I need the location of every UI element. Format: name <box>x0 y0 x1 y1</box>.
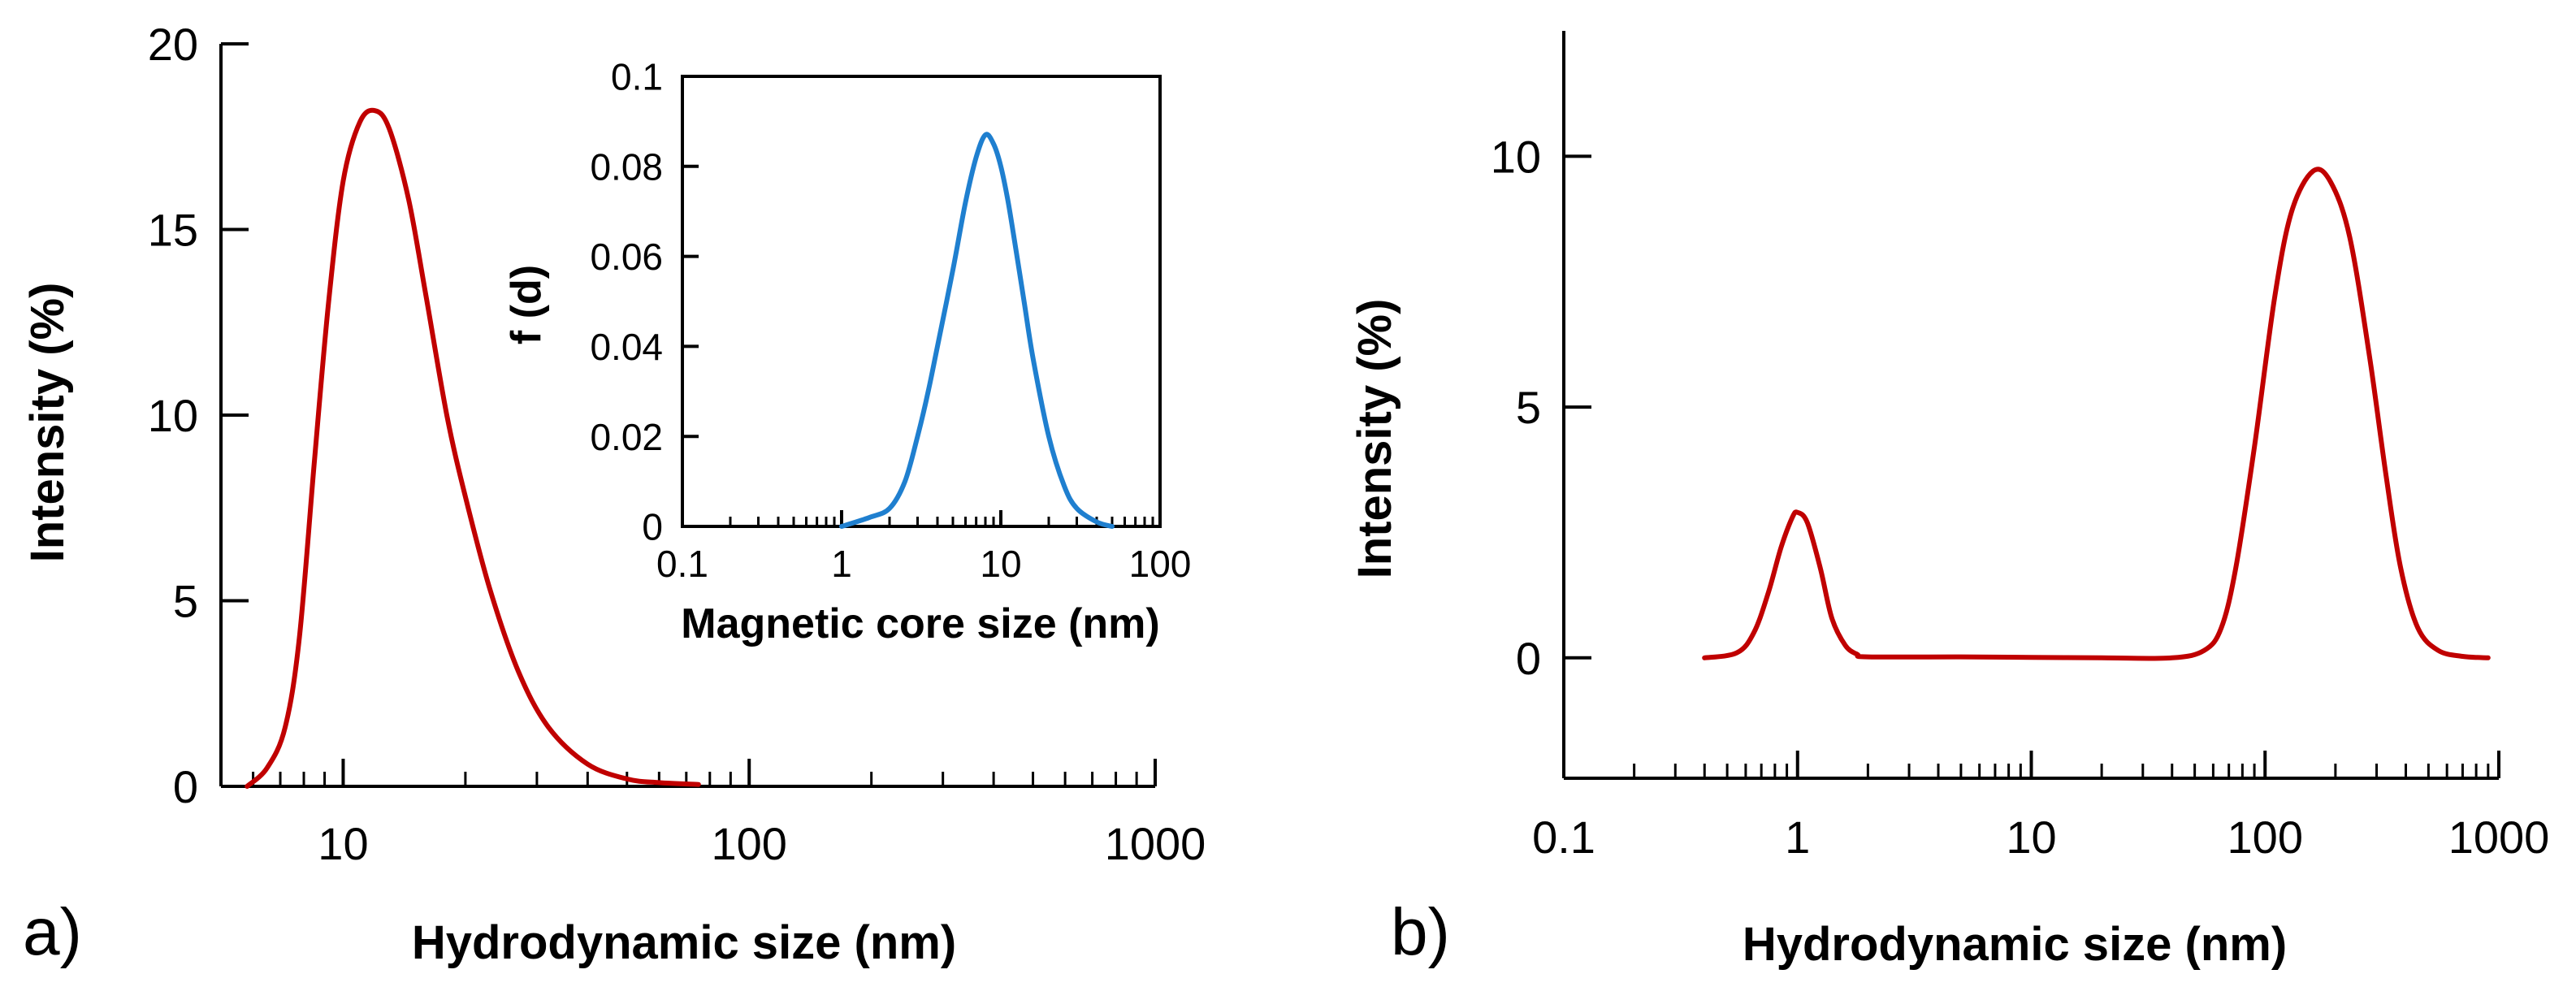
panel-a-inset: 0 0.02 0.04 0.06 0.08 0.1 0.1 1 10 100 Magnetic c… <box>503 56 1191 647</box>
inset-plot <box>839 132 1115 529</box>
panel-b-x-tick-label: 0.1 <box>1532 812 1595 863</box>
panel-b-x-tick-label: 1000 <box>2448 812 2550 863</box>
inset-x-tick-label: 0.1 <box>656 543 708 585</box>
panel-b-y-tick-label: 10 <box>1491 132 1541 183</box>
inset-y-tick-label: 0 <box>642 506 663 548</box>
inset-y-tick-label: 0.04 <box>590 326 663 368</box>
panel-b-series-line <box>1702 167 2491 661</box>
inset-x-tick-label: 1 <box>831 543 852 585</box>
panel-b-x-tick-label: 10 <box>2006 812 2056 863</box>
panel-a-plot <box>245 107 701 789</box>
panel-b-plot <box>1702 167 2491 661</box>
inset-y-axis-label: f (d) <box>503 265 550 344</box>
panel-b-x-tick-label: 100 <box>2227 812 2303 863</box>
inset-y-tick-label: 0.08 <box>590 145 663 188</box>
panel-b-x-axis-label: Hydrodynamic size (nm) <box>1743 918 2287 971</box>
panel-a-label: a) <box>23 895 82 969</box>
panel-b-label: b) <box>1391 895 1450 969</box>
panel-b-y-tick-label: 0 <box>1516 633 1541 684</box>
panel-a-x-tick-label: 100 <box>712 818 787 869</box>
panel-a-y-tick-label: 15 <box>148 205 198 256</box>
panel-b: 0 5 10 0.1 1 10 100 1000 Hydrodynamic size (nm)… <box>1349 31 2549 971</box>
panel-a-y-tick-label: 20 <box>148 19 198 70</box>
panel-a-y-axis-label: Intensity (%) <box>21 283 74 563</box>
panel-a-x-axis-label: Hydrodynamic size (nm) <box>412 916 956 969</box>
panel-a-y-tick-label: 5 <box>173 576 198 627</box>
inset-frame <box>681 75 1162 528</box>
panel-a-series-line <box>245 107 701 789</box>
inset-x-tick-label: 10 <box>980 543 1021 585</box>
panel-a-y-tick-label: 0 <box>173 761 198 812</box>
panel-a-y-tick-label: 10 <box>148 390 198 441</box>
panel-b-y-tick-label: 5 <box>1516 382 1541 433</box>
inset-y-tick-label: 0.06 <box>590 236 663 278</box>
panel-b-y-axis-label: Intensity (%) <box>1349 299 1401 579</box>
panel-a-x-tick-label: 10 <box>318 818 368 869</box>
inset-x-axis-label: Magnetic core size (nm) <box>681 600 1159 647</box>
inset-axes: 0 0.02 0.04 0.06 0.08 0.1 0.1 1 10 100 <box>590 56 1191 585</box>
inset-y-tick-label: 0.1 <box>611 56 663 98</box>
panel-b-axes: 0 5 10 0.1 1 10 100 1000 <box>1491 31 2550 863</box>
inset-y-tick-label: 0.02 <box>590 416 663 458</box>
panel-a-x-tick-label: 1000 <box>1105 818 1206 869</box>
inset-series-line <box>839 132 1115 529</box>
panel-b-x-tick-label: 1 <box>1785 812 1810 863</box>
inset-x-tick-label: 100 <box>1129 543 1192 585</box>
